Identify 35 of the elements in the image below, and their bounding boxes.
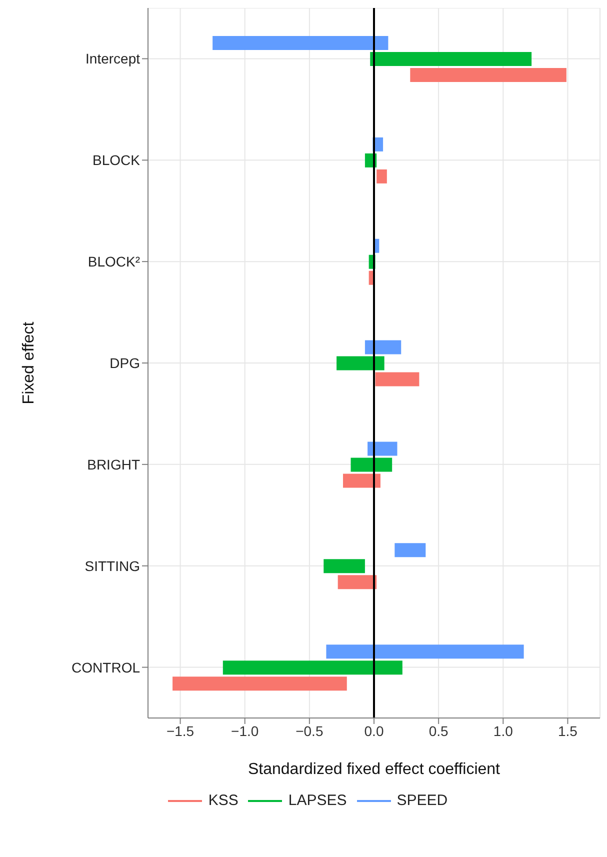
y-tick-label: DPG	[110, 354, 140, 371]
legend-label: LAPSES	[288, 792, 347, 809]
x-tick-label: −1.5	[166, 722, 194, 739]
x-tick-label: −0.5	[296, 722, 324, 739]
x-tick-label: −1.0	[231, 722, 259, 739]
bar	[370, 52, 532, 66]
bar	[326, 644, 524, 659]
y-tick-label: BRIGHT	[87, 456, 140, 472]
y-tick-label: CONTROL	[72, 659, 140, 676]
bar	[410, 68, 566, 82]
y-tick-label: BLOCK²	[88, 254, 140, 270]
bar	[343, 474, 380, 488]
bar	[350, 458, 392, 472]
bar	[172, 676, 347, 691]
y-tick-label: Intercept	[86, 50, 140, 67]
bar	[324, 559, 365, 574]
y-tick-label: BLOCK	[92, 152, 141, 168]
bar	[394, 543, 426, 558]
x-tick-label: 0.5	[428, 722, 449, 739]
bar	[364, 340, 402, 354]
x-tick-label: 1.5	[558, 722, 578, 739]
x-axis-title: Standardized fixed effect coefficient	[248, 761, 501, 778]
bar	[222, 660, 402, 675]
bar	[375, 372, 420, 386]
legend-label: KSS	[208, 792, 238, 809]
bar	[376, 169, 387, 184]
legend-label: SPEED	[396, 792, 448, 809]
x-tick-label: 0.0	[364, 722, 384, 739]
y-axis-title: Fixed effect	[20, 321, 38, 404]
x-tick-label: 1.0	[493, 722, 514, 739]
bar	[368, 442, 398, 456]
y-tick-label: SITTING	[84, 558, 140, 574]
bar	[338, 575, 377, 590]
bar	[336, 356, 384, 370]
bar	[212, 36, 388, 50]
